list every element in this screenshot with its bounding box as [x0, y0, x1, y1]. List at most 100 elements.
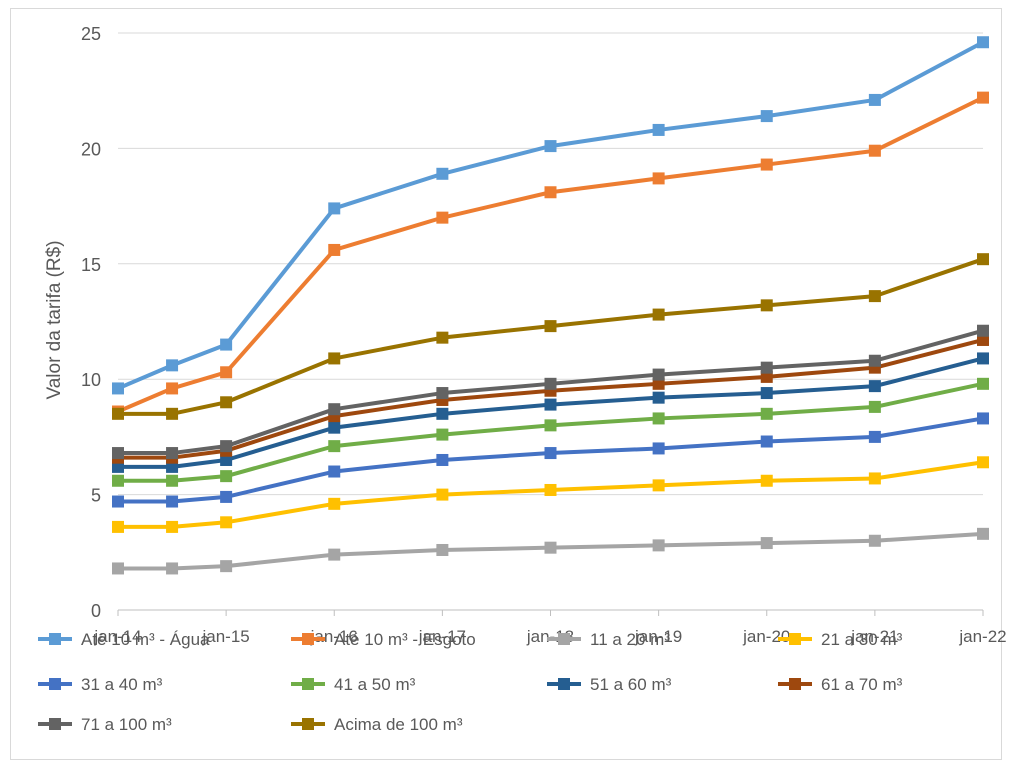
x-tick-label: jan-14: [93, 627, 141, 646]
series-3: [112, 456, 989, 533]
series-line: [118, 328, 984, 456]
data-point: [977, 253, 989, 266]
data-point: [220, 516, 233, 529]
y-axis-label: Valor da tarifa (R$): [44, 240, 65, 399]
y-tick-label: 5: [91, 486, 101, 506]
series-line: [118, 356, 984, 469]
data-point: [868, 93, 881, 106]
data-point: [652, 123, 665, 136]
series-4: [112, 412, 989, 508]
x-tick-label: jan-15: [201, 627, 249, 646]
legend-label: Até 10 m³ - Água: [81, 630, 210, 649]
data-point: [868, 290, 881, 303]
data-point: [436, 387, 449, 400]
data-point: [652, 308, 665, 321]
series-6: [112, 352, 989, 473]
legend-marker: [789, 633, 801, 645]
data-point: [760, 435, 773, 448]
data-point: [868, 354, 881, 367]
data-point: [112, 447, 124, 460]
legend-label: Acima de 100 m³: [334, 715, 463, 734]
series-line: [117, 95, 984, 414]
x-tick-label: jan-17: [418, 627, 466, 646]
data-point: [328, 548, 341, 561]
legend-label: 51 a 60 m³: [590, 675, 672, 694]
data-point: [112, 407, 124, 420]
data-point: [868, 380, 881, 393]
data-point: [220, 490, 233, 503]
series-1: [112, 91, 989, 418]
series-line: [118, 338, 984, 460]
data-point: [544, 320, 557, 333]
data-point: [544, 419, 557, 432]
data-point: [544, 541, 557, 554]
series-line: [118, 460, 984, 529]
legend-label: 41 a 50 m³: [334, 675, 416, 694]
data-point: [868, 430, 881, 443]
data-point: [544, 483, 557, 496]
x-tick-label: jan-21: [850, 627, 898, 646]
data-point: [652, 391, 665, 404]
data-point: [112, 460, 124, 473]
data-point: [328, 403, 341, 416]
y-tick-label: 20: [81, 139, 101, 159]
series-2: [112, 527, 989, 575]
data-point: [220, 560, 233, 573]
legend-label: 71 a 100 m³: [81, 715, 172, 734]
data-point: [166, 359, 179, 372]
data-point: [436, 453, 449, 466]
legend-marker: [302, 678, 314, 690]
legend-label: 21 a 30 m³: [821, 630, 903, 649]
data-point: [868, 400, 881, 413]
data-point: [220, 338, 233, 351]
series-line: [118, 381, 984, 483]
data-point: [436, 488, 449, 501]
data-point: [977, 527, 989, 540]
data-point: [760, 387, 773, 400]
x-tick-label: jan-19: [634, 627, 682, 646]
data-point: [328, 352, 341, 365]
data-point: [760, 361, 773, 374]
data-point: [652, 368, 665, 381]
y-tick-label: 25: [81, 24, 101, 44]
data-point: [328, 440, 341, 453]
legend-item: 61 a 70 m³: [778, 675, 903, 694]
data-point: [166, 520, 179, 533]
data-point: [652, 172, 665, 185]
data-point: [112, 474, 124, 487]
data-point: [166, 562, 179, 575]
data-point: [328, 202, 341, 215]
legend-label: 61 a 70 m³: [821, 675, 903, 694]
x-tick-label: jan-16: [310, 627, 358, 646]
legend-item: 31 a 40 m³: [38, 675, 163, 694]
data-point: [544, 140, 557, 153]
series-line: [118, 416, 984, 504]
legend-marker: [302, 718, 314, 730]
data-point: [760, 474, 773, 487]
series-8: [112, 324, 989, 460]
legend-item: 51 a 60 m³: [547, 675, 672, 694]
legend-item: Até 10 m³ - Esgoto: [291, 630, 476, 649]
data-point: [868, 144, 881, 157]
data-point: [652, 479, 665, 492]
data-point: [760, 407, 773, 420]
data-point: [328, 243, 341, 256]
data-point: [977, 352, 989, 365]
data-point: [436, 543, 449, 556]
y-tick-label: 0: [91, 601, 101, 621]
data-point: [436, 428, 449, 441]
x-axis: jan-14 jan-15 jan-16 jan-17 jan-18 jan-19 jan-…: [93, 610, 1007, 646]
legend-item: Acima de 100 m³: [291, 715, 463, 734]
data-point: [166, 495, 179, 508]
series-9: [112, 253, 989, 420]
data-point: [166, 382, 179, 395]
data-point: [544, 398, 557, 411]
data-point: [220, 470, 233, 483]
legend-marker: [558, 633, 570, 645]
data-point: [760, 158, 773, 171]
data-point: [112, 520, 124, 533]
data-point: [220, 366, 233, 379]
legend-item: Até 10 m³ - Água: [38, 630, 210, 649]
series-line: [118, 257, 984, 416]
y-tick-label: 10: [81, 370, 101, 390]
